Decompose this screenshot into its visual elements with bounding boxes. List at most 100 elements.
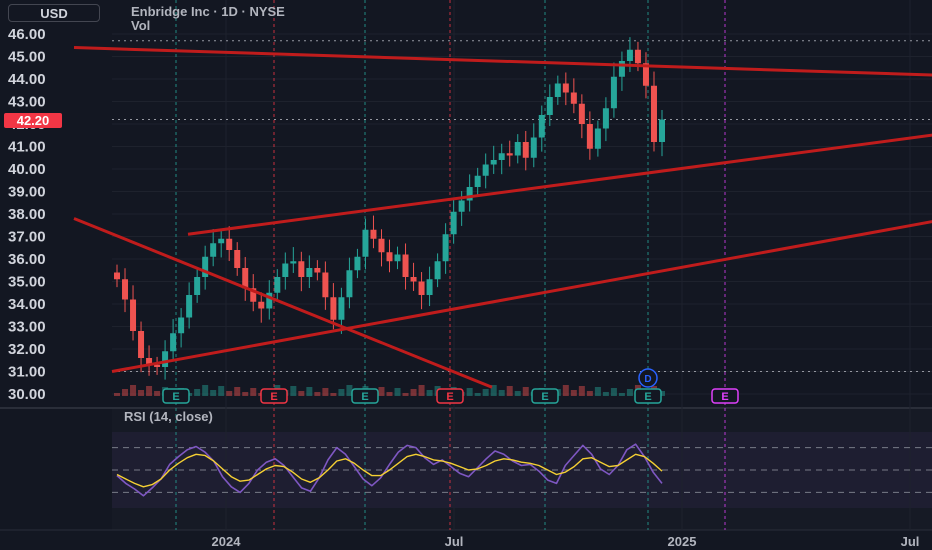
candle-body xyxy=(274,277,281,293)
candle-body xyxy=(178,317,185,334)
volume-bar xyxy=(298,391,305,396)
candle-body xyxy=(650,85,657,142)
price-tick-label: 39.00 xyxy=(8,184,46,201)
candle-body xyxy=(130,299,137,331)
volume-bar xyxy=(659,391,665,396)
candle-body xyxy=(594,128,601,149)
time-tick-label: Jul xyxy=(445,534,464,549)
earnings-marker[interactable] xyxy=(260,388,288,404)
volume-bar xyxy=(594,387,601,396)
candle-body xyxy=(410,277,417,282)
volume-bar xyxy=(562,385,569,396)
volume-bar xyxy=(130,385,137,396)
candle-body xyxy=(170,333,177,352)
candle-body xyxy=(186,295,193,318)
volume-bar xyxy=(202,385,209,396)
price-tick-label: 33.00 xyxy=(8,319,46,336)
volume-bar xyxy=(402,393,409,396)
candle-body xyxy=(618,61,625,77)
time-axis[interactable]: 2024 Jul 2025 Jul xyxy=(212,534,920,549)
price-tick-label: 30.00 xyxy=(8,386,46,403)
volume-bar xyxy=(578,386,585,396)
price-tick-label: 34.00 xyxy=(8,296,46,313)
price-tick-label: 37.00 xyxy=(8,229,46,246)
candle-body xyxy=(370,229,377,239)
candle-body xyxy=(354,256,361,271)
candle-body xyxy=(482,164,489,176)
volume-bar xyxy=(194,389,201,396)
earnings-marker[interactable] xyxy=(634,388,662,404)
candle-body xyxy=(210,243,217,257)
candle-body xyxy=(466,187,473,201)
volume-bar xyxy=(602,392,609,396)
last-price-tag: 42.20 xyxy=(4,113,62,128)
volume-bar xyxy=(226,391,233,396)
volume-bar xyxy=(626,389,633,396)
candle-body xyxy=(570,92,577,104)
volume-bar xyxy=(586,391,593,396)
earnings-marker-letter: E xyxy=(721,391,728,403)
currency-selector[interactable]: USD xyxy=(8,4,100,22)
candle-body xyxy=(434,261,441,280)
dividend-marker[interactable] xyxy=(638,368,658,388)
candle-body xyxy=(659,119,665,142)
candle-body xyxy=(306,268,313,277)
trendline[interactable] xyxy=(111,212,932,373)
dividend-marker-letter: D xyxy=(644,374,651,385)
candle-body xyxy=(378,238,385,253)
volume-bar xyxy=(474,393,481,396)
trendlines[interactable] xyxy=(73,46,932,389)
candle-body xyxy=(474,175,481,187)
earnings-marker[interactable] xyxy=(351,388,379,404)
volume-bar xyxy=(394,388,401,396)
candle-body xyxy=(282,263,289,277)
price-axis[interactable]: 30.00 31.00 32.00 33.00 34.00 35.00 36.00 37.00… xyxy=(8,26,46,403)
candle-body xyxy=(290,261,297,264)
trendline[interactable] xyxy=(187,133,932,236)
volume-bar xyxy=(234,387,241,396)
candle-body xyxy=(546,97,553,115)
candle-body xyxy=(602,108,609,129)
price-tick-label: 38.00 xyxy=(8,206,46,223)
volume-bar xyxy=(410,389,417,396)
candle-body xyxy=(586,124,593,149)
candle-body xyxy=(114,272,120,280)
price-tick-label: 41.00 xyxy=(8,139,46,156)
candle-body xyxy=(498,153,505,160)
price-tick-label: 46.00 xyxy=(8,26,46,43)
event-markers[interactable]: E E E E E E ED xyxy=(162,368,739,404)
price-tick-label: 43.00 xyxy=(8,94,46,111)
trendline[interactable] xyxy=(73,217,493,389)
earnings-marker[interactable] xyxy=(531,388,559,404)
volume-bar xyxy=(498,390,505,396)
volume-bar xyxy=(210,390,217,396)
earnings-marker[interactable] xyxy=(162,388,190,404)
candle-body xyxy=(514,142,521,156)
earnings-marker[interactable] xyxy=(436,388,464,404)
volume-bar xyxy=(306,387,313,396)
candle-body xyxy=(522,142,529,158)
earnings-marker-letter: E xyxy=(172,391,179,403)
horizontal-levels xyxy=(112,40,932,372)
candle-body xyxy=(250,288,257,302)
volume-bar xyxy=(610,388,617,396)
volume-bar xyxy=(146,386,153,396)
candle-body xyxy=(122,279,129,300)
volume-bar xyxy=(314,392,321,396)
rsi-background xyxy=(112,408,932,530)
time-tick-label: 2025 xyxy=(668,534,697,549)
price-tick-label: 45.00 xyxy=(8,49,46,66)
candle-body xyxy=(634,49,641,64)
trendline[interactable] xyxy=(73,46,932,77)
volume-bar xyxy=(426,390,433,396)
price-tick-label: 35.00 xyxy=(8,274,46,291)
volume-bar xyxy=(242,392,249,396)
candle-body xyxy=(194,277,201,295)
rsi-ma-line xyxy=(116,453,663,488)
candle-body xyxy=(538,115,545,138)
earnings-marker-letter: E xyxy=(541,391,548,403)
earnings-marker-letter: E xyxy=(361,391,368,403)
earnings-marker[interactable] xyxy=(711,388,739,404)
